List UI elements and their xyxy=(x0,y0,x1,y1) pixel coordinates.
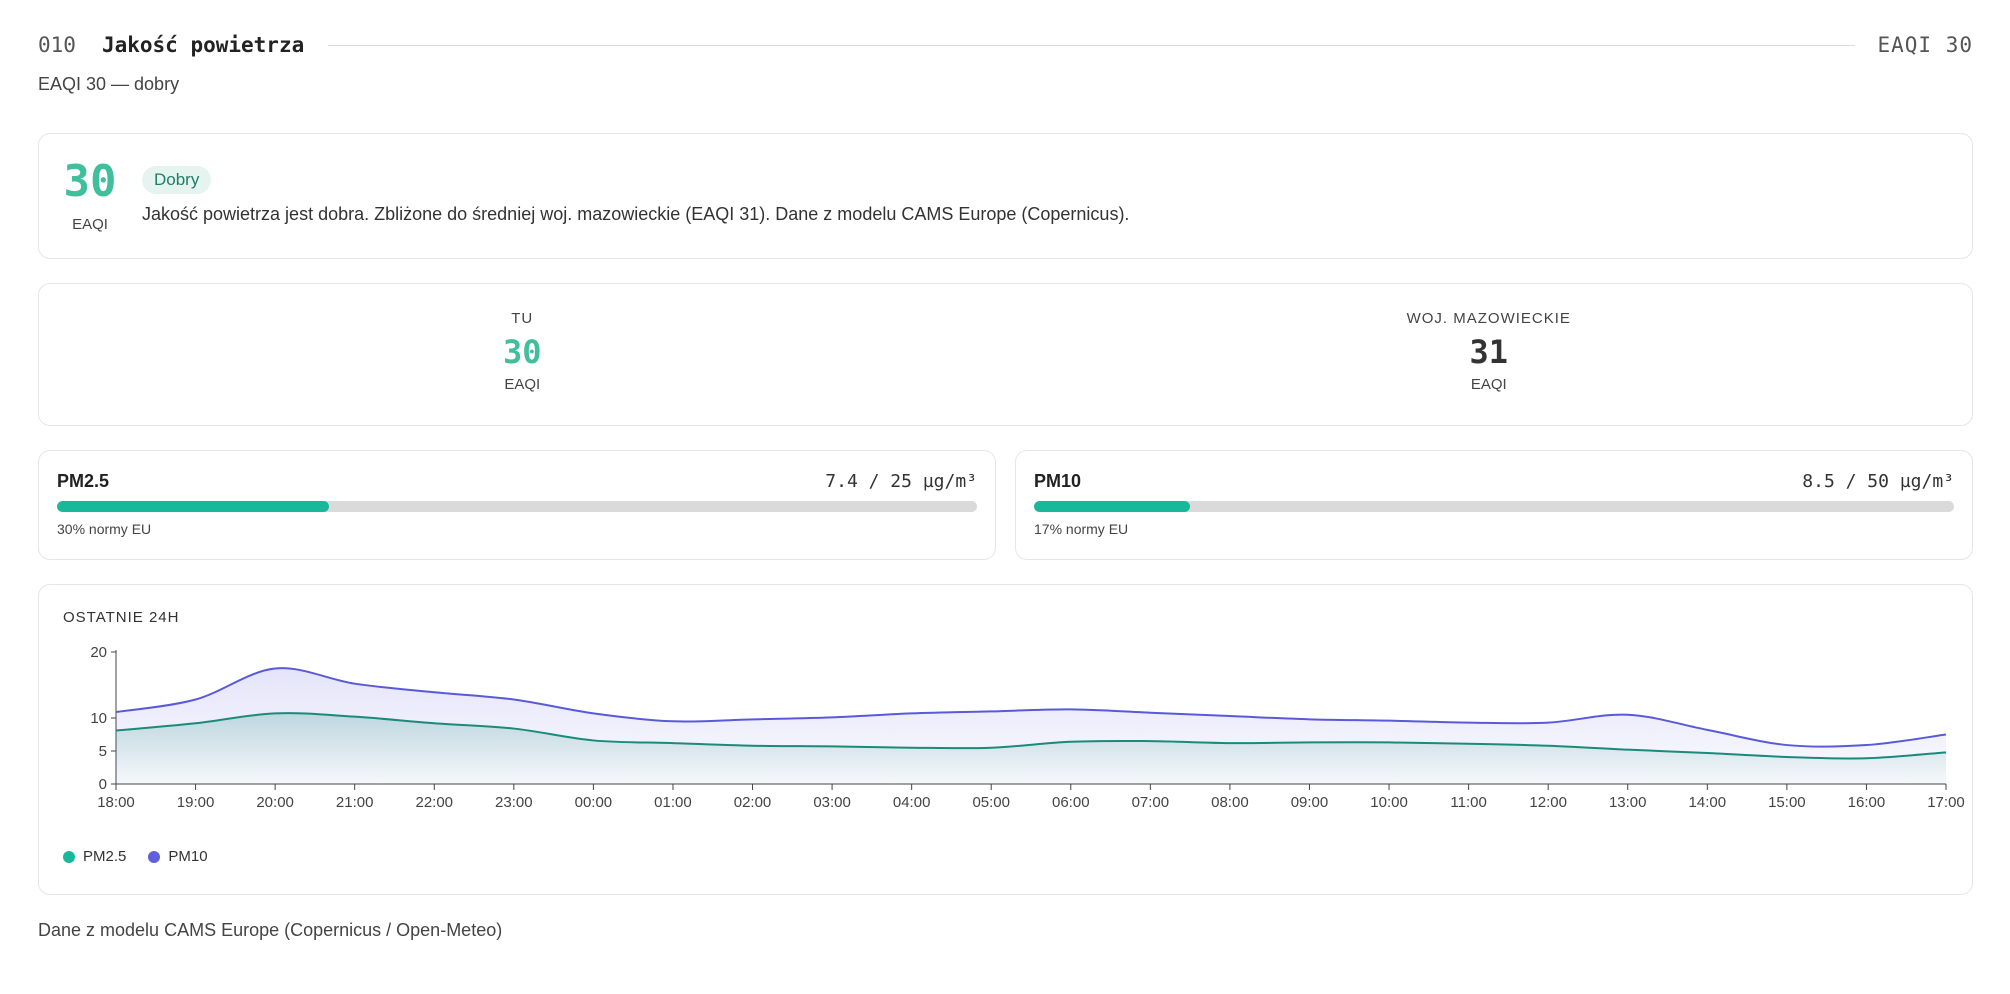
pm25-card: PM2.5 7.4 / 25 µg/m³ 30% normy EU xyxy=(38,450,996,560)
x-tick-label: 02:00 xyxy=(734,794,772,811)
pm25-percent-label: 30% normy EU xyxy=(57,521,152,537)
x-tick-label: 01:00 xyxy=(654,794,692,811)
pm25-reading: 7.4 / 25 µg/m³ xyxy=(825,471,977,492)
x-tick-label: 19:00 xyxy=(177,794,215,811)
y-tick-label: 10 xyxy=(90,710,107,727)
area-pm25 xyxy=(116,713,1946,784)
x-tick-label: 17:00 xyxy=(1927,794,1965,811)
legend-label-pm25: PM2.5 xyxy=(83,848,127,865)
comparison-region: WOJ. MAZOWIECKIE 31 EAQI xyxy=(1006,284,1973,425)
x-tick-label: 22:00 xyxy=(415,794,453,811)
section-number: 010 xyxy=(38,33,76,57)
line-pm10 xyxy=(115,667,1947,748)
eaqi-unit: EAQI xyxy=(72,216,108,233)
x-tick-label: 12:00 xyxy=(1529,794,1567,811)
pm10-name: PM10 xyxy=(1034,471,1082,491)
x-tick-label: 15:00 xyxy=(1768,794,1806,811)
header-divider xyxy=(328,44,1856,46)
chart-title: OSTATNIE 24H xyxy=(63,609,180,626)
x-tick-label: 03:00 xyxy=(813,794,851,811)
legend-item-pm25: PM2.5 xyxy=(63,848,126,865)
x-tick-label: 07:00 xyxy=(1132,794,1170,811)
local-label: TU xyxy=(511,310,534,327)
history-chart: 0 5 10 20 18:00 19:00 20:00 21:00 22:00 23:00 00:0… xyxy=(90,644,1965,811)
local-unit: EAQI xyxy=(504,376,541,394)
x-tick-label: 16:00 xyxy=(1848,794,1886,811)
legend-label-pm10: PM10 xyxy=(168,848,208,865)
y-tick-label: 0 xyxy=(99,776,107,793)
y-tick-label: 20 xyxy=(90,644,107,661)
pm10-progress-track xyxy=(1034,501,1954,512)
x-tick-label: 00:00 xyxy=(575,794,613,811)
x-tick-label: 18:00 xyxy=(97,794,135,811)
region-value: 31 xyxy=(1469,333,1509,371)
x-tick-label: 08:00 xyxy=(1211,794,1249,811)
pm10-progress-fill xyxy=(1034,501,1191,512)
chart-legend: PM2.5 PM10 xyxy=(63,848,208,865)
x-tick-label: 04:00 xyxy=(893,794,931,811)
line-pm25 xyxy=(115,712,1947,760)
x-tick-label: 06:00 xyxy=(1052,794,1090,811)
header-eaqi-label: EAQI 30 xyxy=(1877,33,1973,57)
air-quality-description: Jakość powietrza jest dobra. Zbliżone do… xyxy=(142,204,1130,224)
x-tick-label: 23:00 xyxy=(495,794,533,811)
data-source-note: Dane z modelu CAMS Europe (Copernicus / … xyxy=(38,920,503,940)
pm10-reading: 8.5 / 50 µg/m³ xyxy=(1802,471,1954,492)
x-tick-label: 10:00 xyxy=(1370,794,1408,811)
y-tick-label: 5 xyxy=(99,743,107,760)
x-tick-label: 14:00 xyxy=(1689,794,1727,811)
x-tick-label: 09:00 xyxy=(1291,794,1329,811)
section-title: Jakość powietrza xyxy=(101,33,305,57)
x-tick-label: 20:00 xyxy=(256,794,294,811)
x-tick-label: 05:00 xyxy=(972,794,1010,811)
x-tick-label: 13:00 xyxy=(1609,794,1647,811)
region-unit: EAQI xyxy=(1470,376,1507,394)
legend-item-pm10: PM10 xyxy=(148,848,208,865)
comparison-card: TU 30 EAQI WOJ. MAZOWIECKIE 31 EAQI xyxy=(38,283,1973,426)
eaqi-summary-card: 30 EAQI Dobry Jakość powietrza jest dobr… xyxy=(38,133,1973,259)
pm10-card: PM10 8.5 / 50 µg/m³ 17% normy EU xyxy=(1015,450,1973,560)
legend-dot-pm10 xyxy=(148,850,161,863)
local-value: 30 xyxy=(502,333,542,371)
pm10-percent-label: 17% normy EU xyxy=(1034,521,1129,537)
x-tick-label: 11:00 xyxy=(1450,794,1486,811)
history-chart-card: OSTATNIE 24H 0 5 10 20 18:00 19:00 20:00 21:00 2… xyxy=(38,584,1973,895)
x-tick-label: 21:00 xyxy=(336,794,374,811)
comparison-local: TU 30 EAQI xyxy=(39,284,1006,425)
legend-dot-pm25 xyxy=(63,850,75,863)
section-header: 010 Jakość powietrza EAQI 30 xyxy=(38,30,1973,60)
pm25-progress-fill xyxy=(57,501,330,512)
eaqi-value: 30 xyxy=(63,156,117,207)
region-label: WOJ. MAZOWIECKIE xyxy=(1406,310,1571,327)
section-subtitle: EAQI 30 — dobry xyxy=(38,74,180,94)
pm25-progress-track xyxy=(57,501,977,512)
status-badge: Dobry xyxy=(142,166,212,194)
pm25-name: PM2.5 xyxy=(57,471,110,491)
